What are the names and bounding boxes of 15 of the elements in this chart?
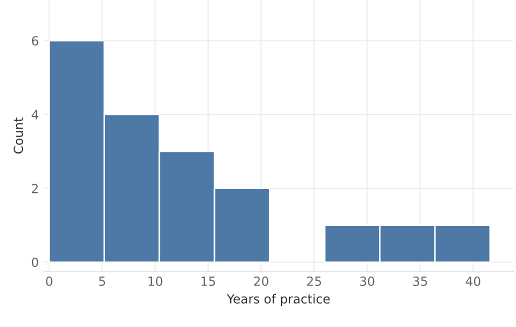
- x-tick-label: 0: [46, 276, 52, 286]
- y-axis-title: Count: [14, 117, 24, 154]
- x-tick-label: 25: [307, 276, 322, 286]
- x-tick-label: 10: [148, 276, 162, 286]
- x-tick-label: 30: [360, 276, 374, 286]
- x-tick-label: 20: [254, 276, 268, 286]
- y-tick-label: 2: [32, 184, 38, 194]
- x-tick-label: 5: [99, 276, 106, 286]
- x-tick-label: 40: [466, 276, 480, 286]
- x-tick-label: 15: [202, 276, 216, 286]
- x-tick-label: 35: [413, 276, 428, 286]
- x-axis-title: Years of practice: [226, 294, 330, 306]
- y-tick-label: 4: [32, 110, 38, 120]
- y-tick-label: 6: [32, 36, 38, 46]
- y-tick-label: 0: [32, 258, 38, 268]
